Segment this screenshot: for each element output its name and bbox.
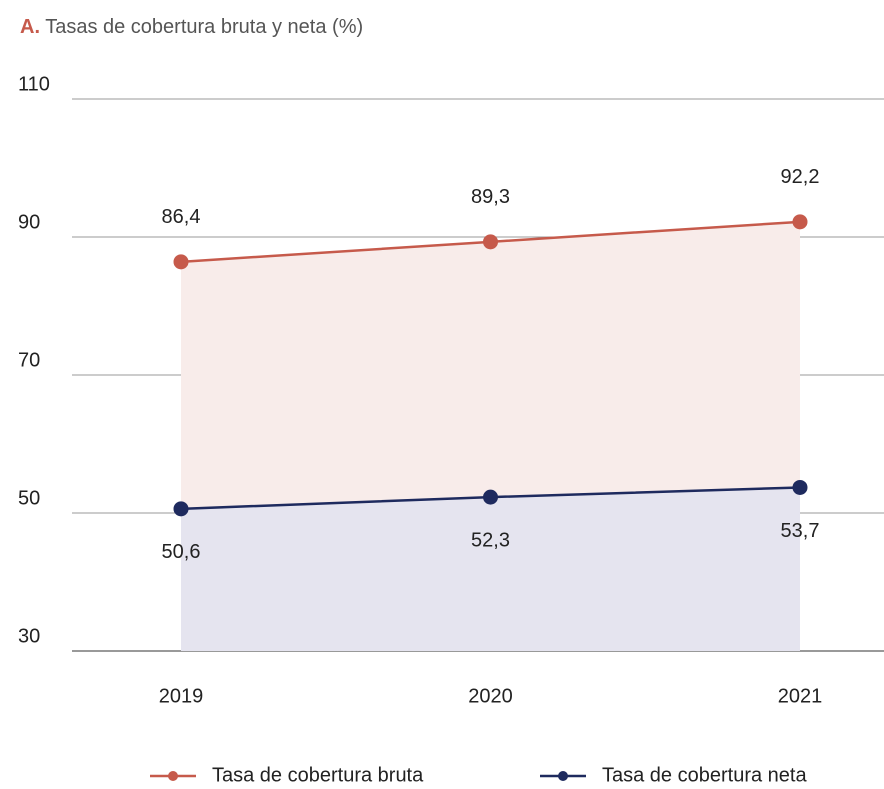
data-label: 89,3 bbox=[471, 186, 510, 208]
legend-label: Tasa de cobertura neta bbox=[602, 764, 807, 786]
y-tick-label: 50 bbox=[18, 487, 40, 509]
point bbox=[483, 234, 498, 250]
y-tick-label: 30 bbox=[18, 625, 40, 647]
title-text: Tasas de cobertura bruta y neta (%) bbox=[45, 16, 363, 38]
chart-title: A. Tasas de cobertura bruta y neta (%) bbox=[20, 16, 363, 38]
legend-dot bbox=[168, 771, 178, 781]
title-label: A. bbox=[20, 16, 40, 38]
x-tick-label: 2020 bbox=[468, 685, 513, 707]
data-label: 53,7 bbox=[781, 520, 820, 542]
area bbox=[181, 487, 800, 651]
data-label: 92,2 bbox=[781, 166, 820, 188]
legend-dot bbox=[558, 771, 568, 781]
y-tick-label: 90 bbox=[18, 211, 40, 233]
x-tick-label: 2021 bbox=[778, 685, 823, 707]
point bbox=[483, 489, 498, 505]
data-label: 86,4 bbox=[162, 206, 201, 228]
y-tick-label: 70 bbox=[18, 349, 40, 371]
point bbox=[173, 254, 189, 270]
point bbox=[792, 214, 808, 230]
point bbox=[173, 501, 189, 517]
point bbox=[792, 479, 808, 495]
legend-label: Tasa de cobertura bruta bbox=[212, 764, 424, 786]
data-label: 50,6 bbox=[162, 541, 201, 563]
y-tick-label: 110 bbox=[18, 73, 50, 95]
data-label: 52,3 bbox=[471, 529, 510, 551]
x-tick-label: 2019 bbox=[159, 685, 204, 707]
